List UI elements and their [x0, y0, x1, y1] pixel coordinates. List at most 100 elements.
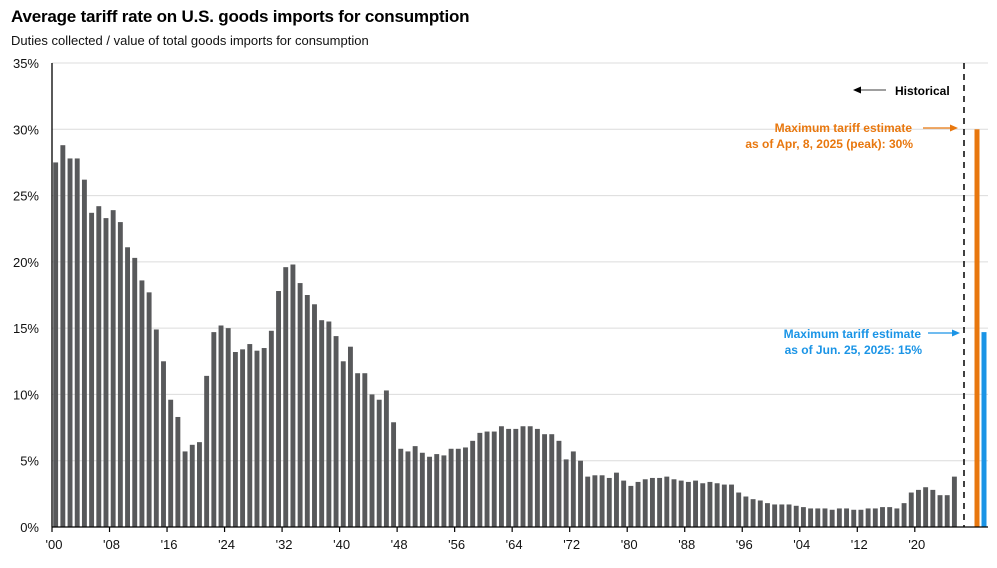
bar-1907 — [103, 218, 109, 528]
bar-1902 — [67, 158, 73, 527]
bar-1970 — [556, 440, 562, 527]
bar-1905 — [89, 212, 95, 527]
bar-2021 — [923, 487, 929, 527]
historical-label: Historical — [895, 84, 950, 98]
x-tick-label: '56 — [448, 537, 465, 552]
bar-1936 — [312, 304, 317, 527]
bar-1931 — [276, 291, 281, 527]
historical-annotation: Historical — [853, 84, 950, 98]
bar-1944 — [369, 394, 375, 527]
peak-estimate-annotation: Maximum tariff estimate as of Apr, 8, 20… — [745, 121, 958, 151]
bar-1963 — [506, 428, 512, 527]
bar-1965 — [520, 426, 526, 527]
x-tick-label: '00 — [46, 537, 63, 552]
x-tick-label: '12 — [851, 537, 868, 552]
bar-2012 — [858, 509, 864, 527]
june-arrow-head-icon — [952, 329, 960, 337]
bar-1993 — [721, 484, 727, 527]
bar-1983 — [649, 477, 655, 527]
bar-2002 — [786, 504, 792, 527]
bar-1913 — [146, 292, 152, 527]
bar-1925 — [232, 352, 238, 527]
bar-1988 — [685, 481, 691, 527]
bar-1986 — [671, 479, 677, 527]
y-tick-label: 25% — [13, 189, 39, 204]
bar-2005 — [808, 508, 814, 527]
bar-2004 — [800, 507, 806, 527]
bar-1929 — [261, 348, 267, 527]
bar-2018 — [901, 503, 907, 527]
bar-1994 — [729, 484, 734, 527]
y-tick-label: 5% — [20, 454, 39, 469]
june-estimate-annotation: Maximum tariff estimate as of Jun. 25, 2… — [784, 327, 960, 357]
historical-bars — [53, 145, 957, 528]
bar-june-estimate — [981, 332, 987, 527]
bar-1991 — [707, 481, 713, 527]
bar-1921 — [204, 375, 210, 527]
bar-1920 — [197, 442, 202, 527]
bar-1990 — [700, 483, 706, 527]
bar-1906 — [96, 206, 102, 527]
bar-1961 — [491, 431, 497, 527]
bar-1943 — [362, 373, 368, 527]
bar-1918 — [182, 451, 188, 527]
chart-title: Average tariff rate on U.S. goods import… — [11, 7, 470, 26]
bar-1974 — [585, 476, 591, 527]
bar-1968 — [542, 434, 548, 527]
bar-1976 — [599, 475, 605, 527]
bar-1972 — [570, 451, 576, 527]
bar-1924 — [225, 328, 231, 527]
bar-1955 — [448, 448, 454, 527]
y-tick-label: 30% — [13, 122, 39, 137]
bar-1967 — [534, 428, 540, 527]
bar-2001 — [779, 504, 785, 527]
bar-2025 — [951, 476, 957, 527]
y-tick-label: 35% — [13, 56, 39, 71]
bar-peak-estimate — [974, 129, 980, 528]
bar-1926 — [240, 349, 246, 527]
bar-1923 — [218, 325, 224, 527]
bar-1912 — [139, 280, 145, 527]
bar-1953 — [434, 454, 440, 527]
x-tick-label: '96 — [736, 537, 753, 552]
bar-1922 — [211, 332, 217, 527]
bar-1909 — [117, 222, 123, 527]
bar-1980 — [628, 485, 634, 527]
bar-2006 — [815, 508, 821, 527]
bar-2008 — [829, 509, 835, 527]
bar-1927 — [247, 344, 253, 527]
bar-1940 — [340, 361, 346, 527]
bar-1956 — [455, 448, 461, 527]
x-tick-label: '64 — [506, 537, 523, 552]
bar-1900 — [53, 162, 59, 527]
bar-1932 — [283, 267, 289, 527]
bar-1978 — [614, 472, 619, 527]
bar-1915 — [161, 361, 166, 527]
bar-1960 — [484, 431, 490, 527]
bar-2007 — [822, 508, 828, 527]
x-tick-label: '80 — [621, 537, 638, 552]
bar-1949 — [405, 451, 411, 527]
peak-arrow-head-icon — [950, 124, 958, 132]
bar-1904 — [81, 179, 87, 527]
bar-1996 — [743, 496, 749, 527]
bar-1958 — [470, 440, 476, 527]
estimate-bars — [974, 129, 987, 528]
bar-1981 — [635, 481, 641, 527]
bar-1941 — [347, 346, 353, 527]
june-estimate-label-line1: Maximum tariff estimate — [784, 327, 922, 341]
bar-1945 — [376, 399, 382, 527]
bar-1995 — [736, 492, 742, 527]
bar-1998 — [757, 500, 763, 527]
bar-1989 — [693, 480, 699, 527]
bar-1946 — [383, 390, 389, 527]
x-tick-label: '32 — [276, 537, 293, 552]
x-tick-label: '20 — [908, 537, 925, 552]
bar-2011 — [851, 509, 857, 527]
bar-1971 — [563, 459, 569, 527]
x-tick-label: '40 — [333, 537, 350, 552]
bar-2016 — [887, 507, 893, 527]
bar-1982 — [642, 479, 648, 527]
bar-2022 — [930, 489, 936, 527]
bar-1901 — [60, 145, 66, 527]
